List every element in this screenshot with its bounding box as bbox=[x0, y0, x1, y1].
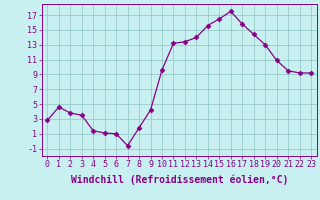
X-axis label: Windchill (Refroidissement éolien,°C): Windchill (Refroidissement éolien,°C) bbox=[70, 175, 288, 185]
